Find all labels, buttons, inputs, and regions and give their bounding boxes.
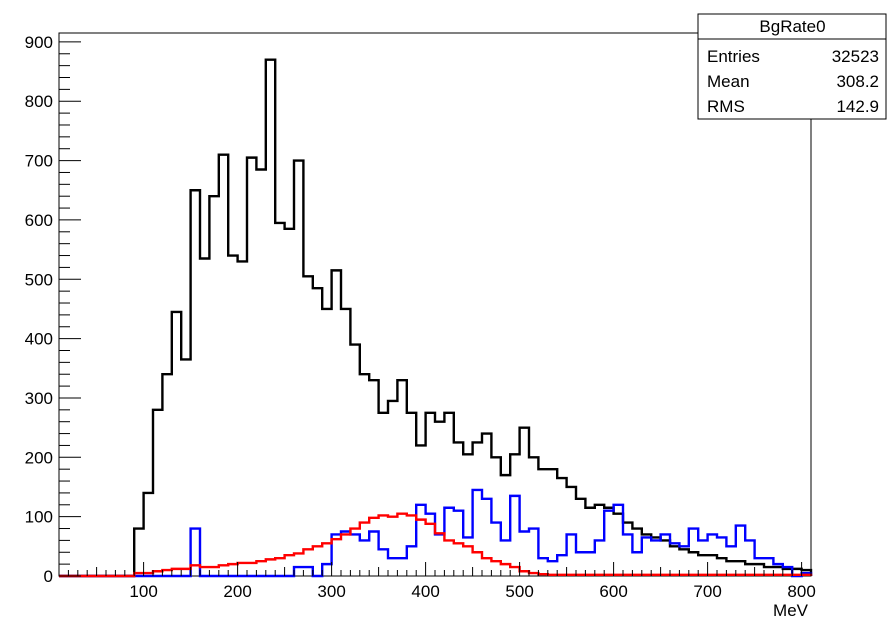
x-tick-label: 600 (599, 582, 627, 601)
y-axis: 0 100 200 300 400 500 600 700 800 900 (25, 33, 81, 586)
x-tick-label: 100 (129, 582, 157, 601)
y-tick-label: 200 (25, 448, 53, 467)
y-tick-label: 600 (25, 211, 53, 230)
stats-row-label: Entries (707, 47, 760, 66)
stats-row-value: 32523 (832, 47, 879, 66)
histogram-series-3 (59, 512, 813, 578)
x-tick-label: 300 (317, 582, 345, 601)
y-tick-label: 100 (25, 508, 53, 527)
x-axis: 100 200 300 400 500 600 700 800 (58, 562, 816, 601)
stats-box-frame (697, 13, 887, 120)
stats-row-label: RMS (707, 97, 745, 116)
y-tick-label: 0 (44, 567, 53, 586)
y-tick-label: 300 (25, 389, 53, 408)
x-tick-label: 800 (787, 582, 815, 601)
x-tick-label: 400 (411, 582, 439, 601)
y-tick-label: 700 (25, 152, 53, 171)
stats-row-value: 308.2 (836, 72, 879, 91)
stats-box-title: BgRate0 (759, 17, 825, 36)
histogram-series-1 (59, 58, 813, 578)
stats-box: BgRate0 Entries 32523 Mean 308.2 RMS 142.9 (697, 13, 887, 120)
x-tick-label: 500 (505, 582, 533, 601)
x-axis-title: MeV (773, 601, 809, 620)
y-tick-label: 400 (25, 330, 53, 349)
histogram-series-2 (59, 488, 813, 578)
stats-row-label: Mean (707, 72, 750, 91)
y-tick-label: 800 (25, 92, 53, 111)
stats-box-rows: Entries 32523 Mean 308.2 RMS 142.9 (707, 47, 879, 116)
y-tick-label: 500 (25, 270, 53, 289)
series-layer (59, 58, 813, 578)
x-tick-label: 700 (693, 582, 721, 601)
x-tick-label: 200 (223, 582, 251, 601)
y-tick-label: 900 (25, 33, 53, 52)
stats-row-value: 142.9 (836, 97, 879, 116)
